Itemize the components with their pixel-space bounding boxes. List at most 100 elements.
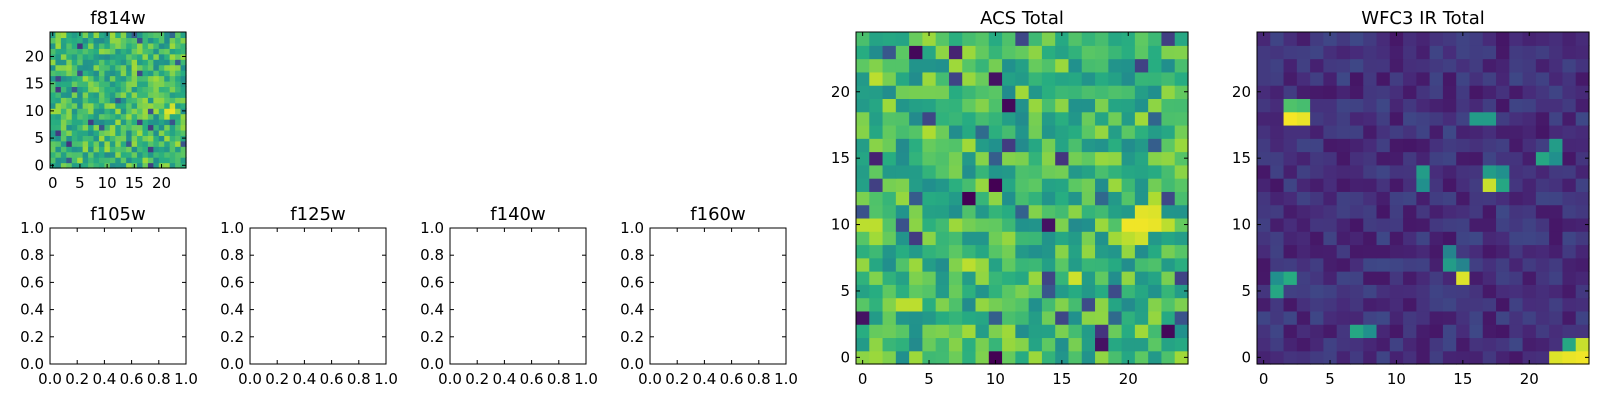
heatmap-cell	[66, 48, 73, 55]
heatmap-cell	[1015, 32, 1030, 46]
heatmap-cell	[98, 119, 105, 126]
heatmap-cell	[909, 111, 923, 126]
heatmap-cell	[1283, 297, 1298, 312]
heatmap-cell	[1134, 244, 1149, 259]
heatmap-cell	[1174, 244, 1189, 259]
heatmap-cell	[1015, 58, 1030, 73]
heatmap-cell	[1148, 337, 1163, 352]
heatmap-cell	[1429, 231, 1444, 246]
heatmap-cell	[88, 151, 95, 158]
heatmap-cell	[1429, 310, 1444, 325]
heatmap-cell	[935, 32, 950, 46]
heatmap-cell	[1081, 124, 1096, 139]
heatmap-cell	[1174, 98, 1189, 113]
heatmap-cell	[180, 75, 187, 82]
heatmap-cell	[88, 162, 95, 169]
heatmap-cell	[1055, 164, 1070, 179]
heatmap-cell	[1363, 324, 1378, 339]
heatmap-cell	[1469, 204, 1484, 219]
heatmap-cell	[1429, 124, 1444, 139]
heatmap-cell	[1041, 85, 1056, 99]
heatmap-cell	[1522, 271, 1537, 285]
heatmap-cell	[164, 97, 171, 104]
heatmap-cell	[66, 151, 73, 158]
heatmap-cell	[1509, 124, 1524, 139]
heatmap-cell	[869, 324, 884, 339]
heatmap-cell	[131, 91, 138, 98]
heatmap-cell	[948, 178, 963, 192]
heatmap-cell	[1081, 204, 1096, 219]
heatmap-cell	[1068, 111, 1083, 126]
heatmap-cell	[1442, 111, 1457, 126]
heatmap-cell	[1429, 138, 1444, 153]
heatmap-cell	[1403, 284, 1417, 299]
heatmap-cell	[882, 350, 897, 365]
heatmap-cell	[1509, 191, 1524, 206]
heatmap-cell	[142, 129, 149, 136]
heatmap-cell	[1310, 350, 1324, 365]
heatmap-cell	[60, 80, 67, 87]
heatmap-cell	[935, 231, 950, 246]
heatmap-cell	[1389, 45, 1404, 60]
heatmap-cell	[1549, 58, 1564, 73]
heatmap-cell	[935, 178, 950, 192]
heatmap-cell	[1575, 151, 1590, 166]
heatmap-cell	[1108, 164, 1123, 179]
heatmap-cell	[60, 42, 67, 49]
heatmap-cell	[147, 59, 154, 66]
heatmap-cell	[1041, 191, 1056, 206]
heatmap-cell	[1174, 191, 1189, 206]
heatmap-cell	[93, 102, 100, 109]
heatmap-cell	[169, 157, 176, 164]
heatmap-cell	[882, 71, 897, 86]
heatmap-cell	[895, 151, 910, 166]
heatmap-cell	[1002, 45, 1016, 60]
heatmap-cell	[1549, 138, 1564, 153]
heatmap-cell	[935, 217, 950, 232]
heatmap-cell	[109, 37, 116, 44]
heatmap-cell	[948, 231, 963, 246]
heatmap-cell	[142, 102, 149, 109]
heatmap-cell	[988, 271, 1003, 285]
heatmap-cell	[1041, 271, 1056, 285]
heatmap-cell	[82, 42, 89, 49]
heatmap-cell	[895, 98, 910, 113]
heatmap-cell	[1174, 85, 1189, 99]
heatmap-cell	[1055, 271, 1070, 285]
heatmap-cell	[1134, 32, 1149, 46]
heatmap-cell	[109, 135, 116, 142]
heatmap-cell	[1323, 271, 1338, 285]
heatmap-cell	[66, 135, 73, 142]
heatmap-cell	[1575, 284, 1590, 299]
heatmap-cell	[1015, 178, 1030, 192]
heatmap-cell	[1496, 231, 1510, 246]
heatmap-cell	[1283, 310, 1298, 325]
heatmap-cell	[104, 70, 111, 77]
heatmap-cell	[1028, 138, 1043, 153]
heatmap-cell	[882, 231, 897, 246]
heatmap-cell	[1496, 151, 1510, 166]
heatmap-cell	[895, 178, 910, 192]
heatmap-cell	[50, 37, 57, 44]
x-tick-label: 0.2	[65, 370, 89, 388]
heatmap-cell	[120, 151, 127, 158]
heatmap-cell	[1549, 178, 1564, 192]
heatmap-cell	[1055, 204, 1070, 219]
heatmap-cell	[1429, 217, 1444, 232]
heatmap-cell	[77, 113, 84, 120]
heatmap-cell	[1108, 231, 1123, 246]
heatmap-cell	[909, 85, 923, 99]
heatmap-cell	[137, 59, 144, 66]
heatmap-cell	[126, 91, 133, 98]
heatmap-cell	[137, 157, 144, 164]
heatmap-cell	[1522, 350, 1537, 365]
heatmap-cell	[1323, 98, 1338, 113]
heatmap-cell	[158, 86, 165, 93]
heatmap-cell	[1134, 45, 1149, 60]
heatmap-cell	[962, 98, 977, 113]
heatmap-cell	[137, 91, 144, 98]
heatmap-cell	[98, 157, 105, 164]
heatmap-cell	[1002, 257, 1016, 272]
heatmap-cell	[1416, 124, 1431, 139]
heatmap-cell	[115, 91, 122, 98]
